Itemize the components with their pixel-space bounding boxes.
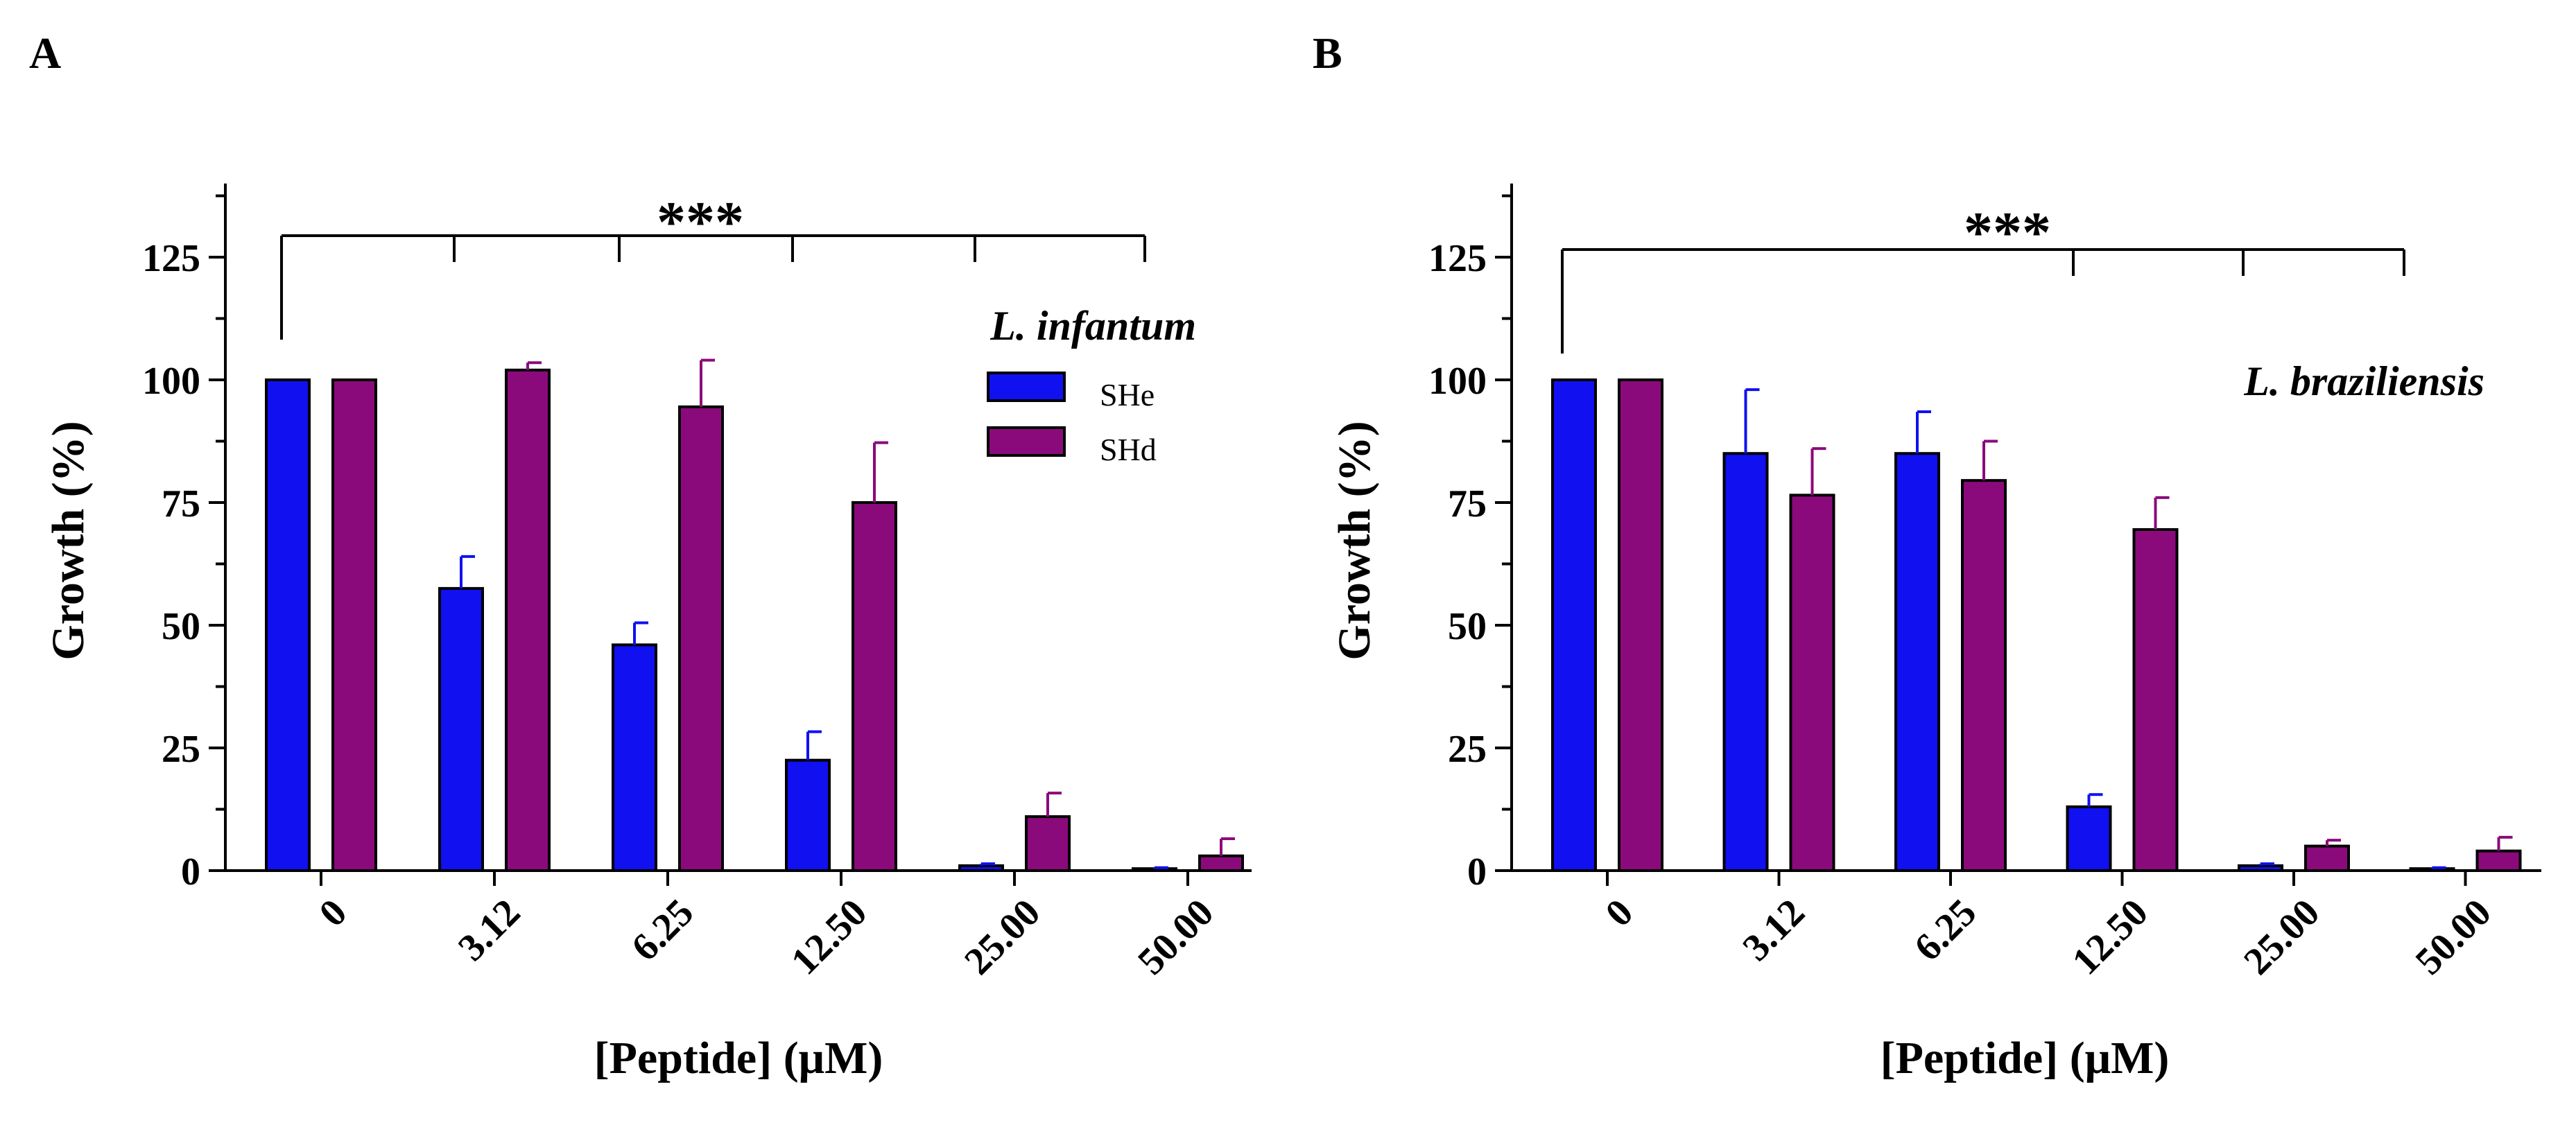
- y-tick-label: 100: [1428, 360, 1487, 403]
- y-tick-label: 75: [162, 482, 200, 525]
- x-tick-label: 50.00: [1130, 891, 1222, 983]
- x-tick-label: 25.00: [2236, 891, 2328, 983]
- legend-swatch: [987, 372, 1066, 402]
- bar: [2238, 864, 2283, 873]
- y-tick-label: 50: [162, 605, 200, 648]
- x-tick-label: 50.00: [2408, 891, 2500, 983]
- bar: [265, 378, 311, 872]
- bar: [1618, 378, 1663, 872]
- x-axis-title: [Peptide] (μM): [1881, 1033, 2170, 1083]
- bar: [1894, 452, 1940, 872]
- x-tick-label: 25.00: [956, 891, 1048, 983]
- organism-label: L. braziliensis: [2243, 358, 2484, 404]
- x-tick-label: 12.50: [2064, 891, 2156, 983]
- bar: [438, 586, 484, 873]
- x-axis-title: [Peptide] (μM): [594, 1033, 883, 1083]
- y-tick-label: 25: [162, 728, 200, 771]
- panel-letter: A: [29, 28, 61, 78]
- bar: [785, 758, 831, 872]
- legend-swatch: [987, 426, 1066, 457]
- x-tick-label: 6.25: [1906, 891, 1985, 969]
- bar: [2066, 805, 2112, 872]
- bar: [1722, 452, 1769, 872]
- panel-letter: B: [1313, 28, 1342, 78]
- legend: L. infantum SHe SHd: [987, 303, 1196, 467]
- bar: [852, 501, 897, 872]
- y-axis-title: Growth (%): [43, 421, 94, 660]
- panel-b-chart: B 0 25 50 75 100 125 0 3.12 6.25 12.50 25.00 50.00 [P…: [1313, 28, 2541, 1083]
- bar: [505, 368, 551, 872]
- bar: [331, 378, 377, 872]
- bar: [1961, 479, 2007, 872]
- x-tick-label: 0: [1598, 891, 1642, 935]
- significance-stars: ***: [1964, 200, 2051, 265]
- bar: [2304, 844, 2350, 872]
- y-tick-label: 100: [142, 360, 200, 403]
- x-tick-label: 3.12: [450, 891, 528, 969]
- organism-label: L. infantum: [989, 303, 1196, 349]
- y-tick-label: 0: [181, 851, 200, 893]
- y-axis-title: Growth (%): [1329, 421, 1380, 660]
- panel-a-chart: A 0 25 50 75 100 125 0 3.12 6.25 12.50 25.00 50.00 [P…: [29, 28, 1252, 1083]
- legend-label: SHe: [1100, 377, 1155, 412]
- y-tick-label: 0: [1467, 851, 1487, 893]
- y-tick-label: 75: [1448, 482, 1487, 525]
- significance-stars: ***: [657, 190, 744, 254]
- bar: [612, 643, 657, 872]
- x-tick-label: 12.50: [783, 891, 875, 983]
- y-tick-label: 125: [142, 237, 200, 280]
- x-tick-label: 3.12: [1735, 891, 1813, 969]
- x-tick-label: 6.25: [623, 891, 702, 969]
- bar: [958, 864, 1004, 873]
- bar: [2475, 849, 2522, 873]
- bar: [678, 405, 724, 872]
- bar: [2132, 527, 2179, 872]
- x-tick-label: 0: [311, 891, 356, 935]
- y-tick-label: 50: [1448, 605, 1487, 648]
- bar: [1789, 494, 1835, 872]
- bar: [1198, 854, 1244, 873]
- bar: [1025, 815, 1071, 872]
- legend-label: SHd: [1100, 432, 1157, 467]
- y-tick-label: 25: [1448, 728, 1487, 771]
- bar: [1551, 378, 1597, 872]
- y-tick-label: 125: [1428, 237, 1487, 280]
